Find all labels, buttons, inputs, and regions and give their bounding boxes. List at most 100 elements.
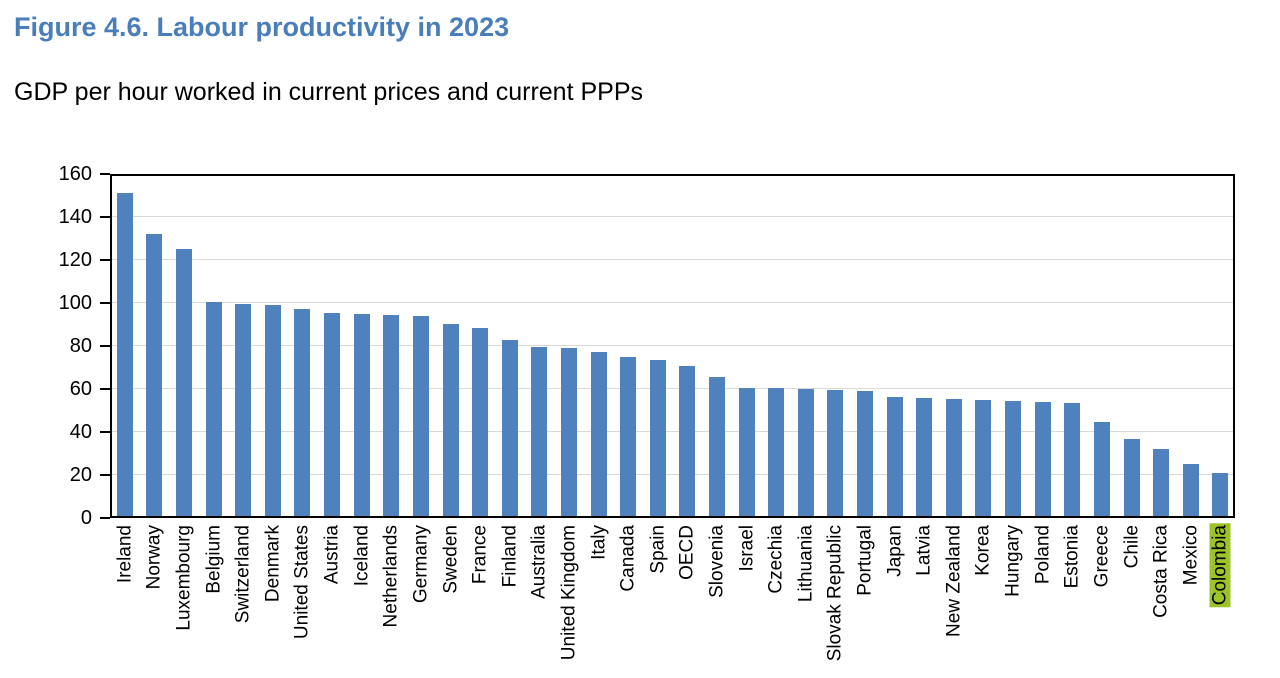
- x-label: Norway: [143, 525, 165, 590]
- bar-slot: [732, 174, 762, 518]
- bar: [708, 377, 725, 518]
- x-label: Belgium: [203, 525, 225, 594]
- x-label-slot: France: [465, 523, 495, 678]
- bar-slot: [821, 174, 851, 518]
- x-label-slot: Lithuania: [791, 523, 821, 678]
- x-label-slot: Belgium: [199, 523, 229, 678]
- gridline-140: [110, 216, 1235, 217]
- bar-slot: [939, 174, 969, 518]
- x-label-slot: Costa Rica: [1146, 523, 1176, 678]
- bar: [176, 249, 193, 518]
- x-label: Italy: [588, 525, 610, 560]
- bar: [768, 388, 785, 518]
- x-label: Lithuania: [795, 525, 817, 603]
- x-label: Greece: [1091, 525, 1113, 588]
- x-label: Denmark: [262, 525, 284, 603]
- bar-slot: [347, 174, 377, 518]
- x-label-slot: Korea: [969, 523, 999, 678]
- gridline-80: [110, 345, 1235, 346]
- gridline-100: [110, 302, 1235, 303]
- bar-slot: [909, 174, 939, 518]
- bar-slot: [998, 174, 1028, 518]
- x-label-slot: Netherlands: [376, 523, 406, 678]
- bar-slot: [584, 174, 614, 518]
- plot-area: [110, 174, 1235, 518]
- x-label: Switzerland: [232, 525, 254, 624]
- bar-slot: [702, 174, 732, 518]
- x-label-slot: Finland: [495, 523, 525, 678]
- x-label: Czechia: [765, 525, 787, 594]
- bar-slot: [761, 174, 791, 518]
- x-label: Austria: [321, 525, 343, 585]
- bar: [590, 351, 607, 518]
- bar: [472, 328, 489, 518]
- x-label-slot: Denmark: [258, 523, 288, 678]
- bar: [975, 400, 992, 518]
- x-label-slot: Portugal: [850, 523, 880, 678]
- bar-slot: [317, 174, 347, 518]
- x-label-slot: Hungary: [998, 523, 1028, 678]
- bar: [235, 304, 252, 518]
- x-label-highlighted: Colombia: [1209, 523, 1231, 608]
- gridline-120: [110, 259, 1235, 260]
- bar: [827, 389, 844, 518]
- x-label: Portugal: [854, 525, 876, 596]
- x-label: OECD: [676, 525, 698, 580]
- x-label-slot: Japan: [880, 523, 910, 678]
- gridline-40: [110, 431, 1235, 432]
- x-label: Chile: [1121, 525, 1143, 569]
- bar-slot: [1117, 174, 1147, 518]
- x-label-slot: Italy: [584, 523, 614, 678]
- x-label: New Zealand: [943, 525, 965, 637]
- bar: [916, 397, 933, 518]
- bar-slot: [1206, 174, 1236, 518]
- bar: [116, 192, 133, 518]
- bar: [1123, 439, 1140, 518]
- bar-slot: [140, 174, 170, 518]
- x-label: Netherlands: [380, 525, 402, 628]
- x-label: Iceland: [351, 525, 373, 587]
- x-label: United Kingdom: [558, 525, 580, 661]
- x-label-slot: Ireland: [110, 523, 140, 678]
- bar-slot: [525, 174, 555, 518]
- x-label-slot: Germany: [406, 523, 436, 678]
- bar-slot: [169, 174, 199, 518]
- y-tick-label-80: 80: [69, 335, 92, 357]
- bar: [531, 347, 548, 518]
- y-tick-label-120: 120: [58, 249, 92, 271]
- y-tick-mark-160: [100, 173, 110, 175]
- x-label-slot: United Kingdom: [554, 523, 584, 678]
- x-label-slot: Iceland: [347, 523, 377, 678]
- x-label-slot: Norway: [140, 523, 170, 678]
- x-label-slot: Latvia: [909, 523, 939, 678]
- x-label: Australia: [528, 525, 550, 599]
- figure-title: Figure 4.6. Labour productivity in 2023: [14, 12, 510, 42]
- x-label-slot: Estonia: [1058, 523, 1088, 678]
- y-tick-label-140: 140: [58, 206, 92, 228]
- x-label: Hungary: [1002, 525, 1024, 597]
- x-label-slot: Austria: [317, 523, 347, 678]
- bar-slot: [495, 174, 525, 518]
- bar-slot: [791, 174, 821, 518]
- bar: [324, 313, 341, 518]
- x-label: Ireland: [114, 525, 136, 584]
- y-tick-label-0: 0: [80, 507, 92, 529]
- bar: [560, 348, 577, 518]
- bar-slot: [465, 174, 495, 518]
- bar: [383, 314, 400, 518]
- bar: [1064, 403, 1081, 518]
- x-label: Sweden: [440, 525, 461, 594]
- bar: [501, 339, 518, 518]
- bar-slot: [1146, 174, 1176, 518]
- x-label: Spain: [647, 525, 669, 574]
- bar-series: [110, 174, 1235, 518]
- bar-slot: [643, 174, 673, 518]
- bar-slot: [880, 174, 910, 518]
- gridline-20: [110, 474, 1235, 475]
- x-label-slot: Chile: [1117, 523, 1147, 678]
- x-label-slot: Poland: [1028, 523, 1058, 678]
- y-tick-mark-140: [100, 216, 110, 218]
- x-label: Costa Rica: [1150, 525, 1172, 618]
- x-label: Slovenia: [706, 525, 728, 598]
